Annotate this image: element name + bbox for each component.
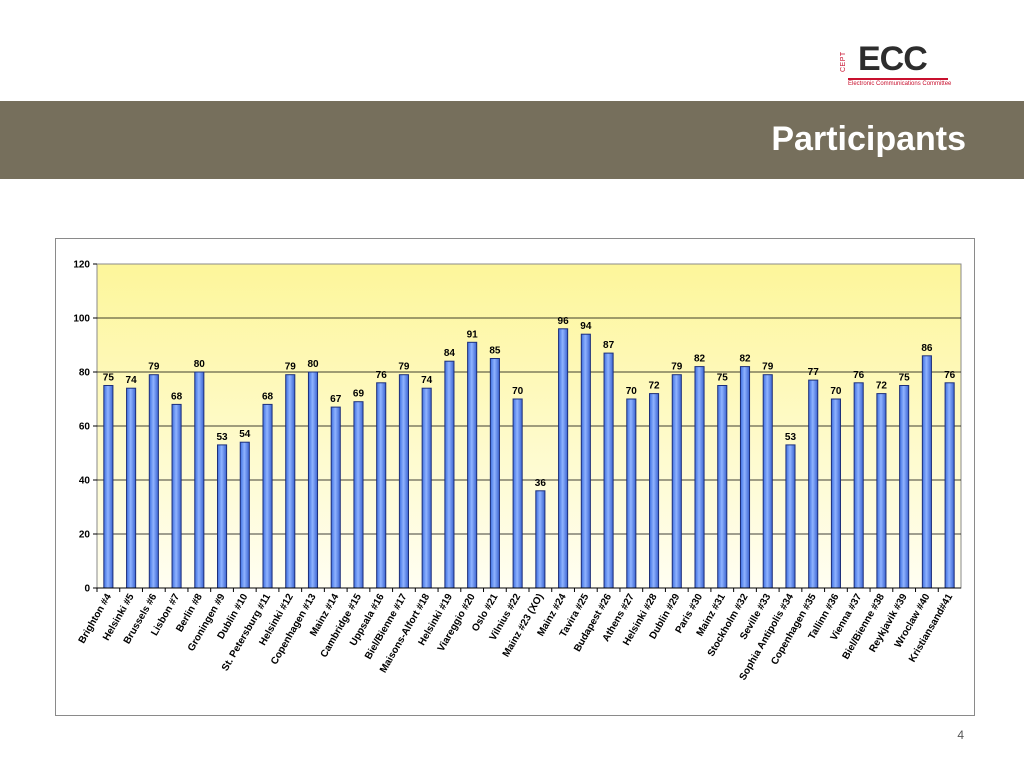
bar <box>171 403 182 589</box>
data-label: 80 <box>194 359 206 370</box>
data-label: 54 <box>239 429 251 440</box>
bar <box>126 387 137 589</box>
bar <box>353 401 364 589</box>
data-label: 87 <box>603 340 615 351</box>
bar <box>467 341 478 589</box>
data-label: 91 <box>467 329 479 340</box>
bar <box>694 366 705 589</box>
data-label: 82 <box>739 354 751 365</box>
y-tick-label: 40 <box>79 476 91 487</box>
data-label: 72 <box>648 381 660 392</box>
bar <box>398 374 409 589</box>
bar <box>603 352 614 589</box>
data-label: 53 <box>216 432 228 443</box>
bar <box>535 490 546 589</box>
data-label: 79 <box>762 362 774 373</box>
data-label: 70 <box>830 386 842 397</box>
data-label: 84 <box>444 348 456 359</box>
bar <box>944 382 955 589</box>
data-label: 79 <box>285 362 297 373</box>
bar <box>285 374 296 589</box>
page-number: 4 <box>957 728 964 742</box>
bar <box>217 444 228 589</box>
bar <box>671 374 682 589</box>
bar <box>262 403 273 589</box>
logo-subtitle: Electronic Communications Committee <box>848 81 952 87</box>
data-label: 76 <box>376 370 388 381</box>
data-label: 70 <box>512 386 524 397</box>
logo-ecc-text: ECC <box>858 40 928 78</box>
data-label: 68 <box>262 391 274 402</box>
data-label: 94 <box>580 321 592 332</box>
data-label: 68 <box>171 391 183 402</box>
ecc-logo: CEPT ECC Electronic Communications Commi… <box>840 40 952 90</box>
data-label: 72 <box>876 381 888 392</box>
bar <box>330 406 341 589</box>
bar <box>421 387 432 589</box>
bar <box>444 360 455 589</box>
bar <box>558 328 569 589</box>
data-label: 75 <box>103 373 115 384</box>
y-tick-label: 100 <box>73 314 90 325</box>
y-tick-label: 80 <box>79 368 91 379</box>
title-band <box>0 101 1024 179</box>
chart-frame: 75 74 79 68 80 53 54 68 79 80 67 69 76 79 74 84 91 85 70 36… <box>55 238 975 716</box>
y-tick-label: 0 <box>84 584 90 595</box>
data-label: 69 <box>353 389 365 400</box>
y-tick-label: 120 <box>73 260 90 271</box>
bar <box>239 441 250 589</box>
data-label: 76 <box>944 370 956 381</box>
data-label: 67 <box>330 394 342 405</box>
bar <box>512 398 523 589</box>
bar <box>785 444 796 589</box>
participants-bar-chart: 75 74 79 68 80 53 54 68 79 80 67 69 76 79 74 84 91 85 70 36… <box>73 260 962 682</box>
bar <box>808 379 819 589</box>
bar <box>876 393 887 589</box>
bar <box>649 393 660 589</box>
bar <box>921 355 932 589</box>
data-label: 75 <box>717 373 729 384</box>
bar <box>148 374 159 589</box>
bar <box>830 398 841 589</box>
data-label: 75 <box>899 373 911 384</box>
logo-cept-text: CEPT <box>840 51 847 72</box>
data-label: 85 <box>489 346 501 357</box>
data-label: 53 <box>785 432 797 443</box>
bar <box>739 366 751 589</box>
bar <box>194 371 205 589</box>
bar <box>626 398 637 589</box>
slide-title: Participants <box>771 120 966 158</box>
bar <box>899 385 910 589</box>
data-label: 79 <box>398 362 410 373</box>
data-label: 74 <box>126 375 138 386</box>
bar <box>580 333 591 589</box>
data-label: 79 <box>671 362 683 373</box>
data-label: 96 <box>558 316 570 327</box>
data-label: 70 <box>626 386 638 397</box>
bar <box>307 371 319 589</box>
data-label: 77 <box>808 367 820 378</box>
y-tick-label: 20 <box>79 530 91 541</box>
bar <box>853 382 864 589</box>
bar <box>489 358 500 589</box>
y-tick-label: 60 <box>79 422 91 433</box>
data-label: 36 <box>535 478 547 489</box>
data-label: 74 <box>421 375 433 386</box>
data-label: 76 <box>853 370 865 381</box>
data-label: 80 <box>307 359 319 370</box>
data-label: 79 <box>148 362 160 373</box>
bar <box>103 385 114 589</box>
data-label: 86 <box>921 343 933 354</box>
logo-divider <box>848 78 948 80</box>
bar <box>717 385 728 589</box>
bar <box>762 374 773 589</box>
data-label: 82 <box>694 354 706 365</box>
bar <box>376 382 387 589</box>
